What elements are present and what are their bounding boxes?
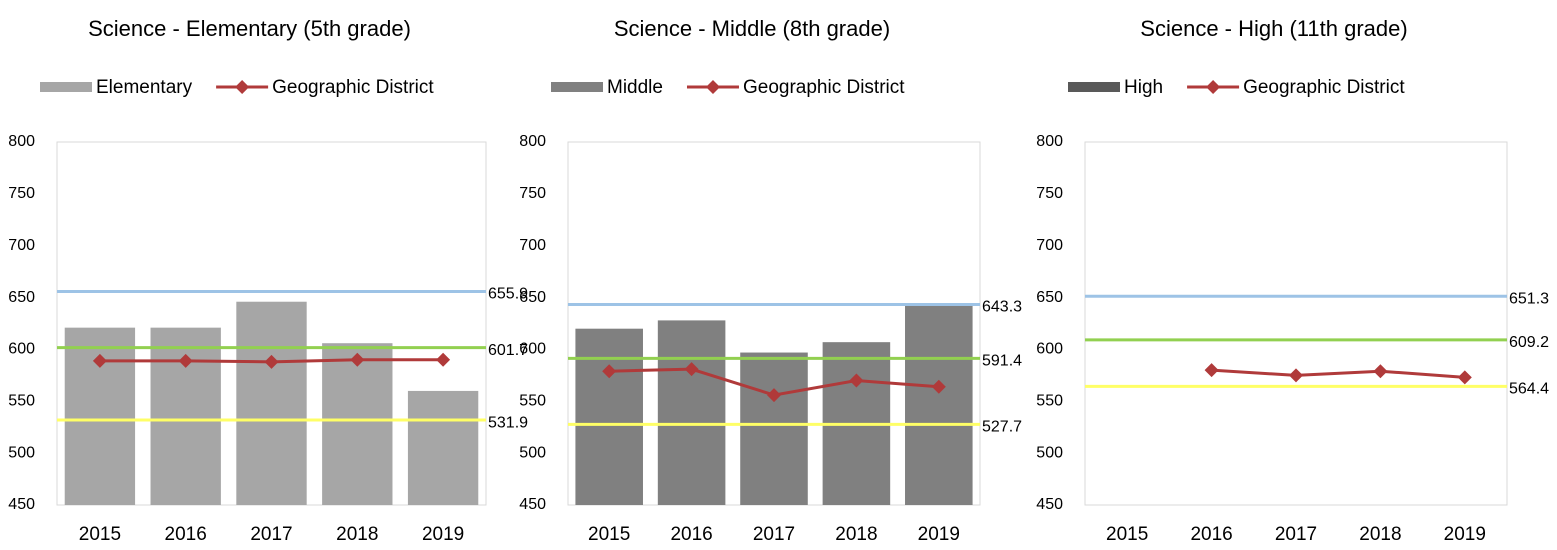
bar [407,390,479,505]
line-series [1211,368,1465,379]
y-tick-label: 800 [519,133,546,150]
legend-swatch [40,82,92,92]
y-tick-label: 500 [519,444,546,461]
chart-title: Science - Elementary (5th grade) [88,16,411,41]
plot-area [1084,141,1508,506]
y-tick-label: 750 [1036,185,1063,202]
y-tick-label: 450 [519,496,546,513]
y-tick-label: 800 [8,133,35,150]
legend-label: High [1124,77,1163,98]
bar [905,304,973,505]
legend-swatch [1068,82,1120,92]
line-marker [1204,363,1219,378]
y-tick-label: 800 [1036,133,1063,150]
line-marker [602,364,617,379]
line-marker [1289,368,1303,383]
y-tick-label: 700 [8,237,35,254]
line-marker [1373,364,1388,379]
y-tick-label: 600 [1036,341,1063,358]
y-tick-label: 500 [1036,444,1063,461]
x-tick-label: 2016 [670,524,712,545]
y-tick-label: 550 [1036,393,1063,410]
legend-marker [705,80,720,94]
x-tick-label: 2018 [1359,524,1401,545]
line-marker [931,379,946,394]
legend-label: Geographic District [743,77,905,98]
bar [657,320,726,505]
line-marker [350,352,365,367]
line-marker [178,353,193,368]
bar [322,343,393,505]
legend-label: Geographic District [272,77,434,98]
reference-label: 564.4 [1509,381,1549,398]
y-tick-label: 550 [8,393,35,410]
y-tick-label: 650 [1036,289,1063,306]
reference-label: 655.9 [488,286,528,303]
y-tick-label: 700 [519,237,546,254]
x-tick-label: 2016 [165,524,207,545]
y-tick-label: 450 [1036,496,1063,513]
x-tick-label: 2017 [1275,524,1317,545]
x-tick-label: 2019 [1444,524,1486,545]
y-tick-label: 650 [519,289,546,306]
reference-label: 591.4 [982,353,1022,370]
y-tick-label: 650 [8,289,35,306]
line-marker [264,354,279,369]
reference-label: 643.3 [982,299,1022,316]
y-tick-label: 700 [1036,237,1063,254]
line-marker [436,352,451,367]
y-tick-label: 750 [519,185,546,202]
x-tick-label: 2017 [753,524,795,545]
x-tick-label: 2015 [588,524,630,545]
legend-label: Elementary [96,77,193,98]
y-tick-label: 450 [8,496,35,513]
line-marker [767,388,781,403]
x-tick-label: 2016 [1190,524,1232,545]
reference-label: 601.7 [488,342,528,359]
x-tick-label: 2017 [250,524,292,545]
reference-label: 531.9 [488,414,528,431]
reference-label: 651.3 [1509,290,1549,307]
y-tick-label: 750 [8,185,35,202]
legend-marker [1206,80,1221,94]
reference-label: 609.2 [1509,334,1549,351]
x-tick-label: 2019 [918,524,960,545]
y-tick-label: 500 [8,444,35,461]
y-tick-label: 550 [519,393,546,410]
x-tick-label: 2019 [422,524,464,545]
bar [575,328,643,505]
bar [740,352,808,505]
line-marker [1457,370,1472,385]
x-tick-label: 2015 [79,524,121,545]
legend-label: Middle [607,77,663,98]
bar [236,301,307,505]
legend-label: Geographic District [1243,77,1405,98]
legend-marker [235,80,250,94]
x-tick-label: 2015 [1106,524,1148,545]
reference-label: 527.7 [982,419,1022,436]
y-tick-label: 600 [519,341,546,358]
x-tick-label: 2018 [336,524,378,545]
x-tick-label: 2018 [835,524,877,545]
line-marker [92,353,107,368]
chart-title: Science - Middle (8th grade) [614,16,890,41]
y-tick-label: 600 [8,341,35,358]
chart-title: Science - High (11th grade) [1140,16,1407,41]
legend-swatch [551,82,603,92]
line-marker [684,362,699,377]
line-marker [849,373,864,388]
